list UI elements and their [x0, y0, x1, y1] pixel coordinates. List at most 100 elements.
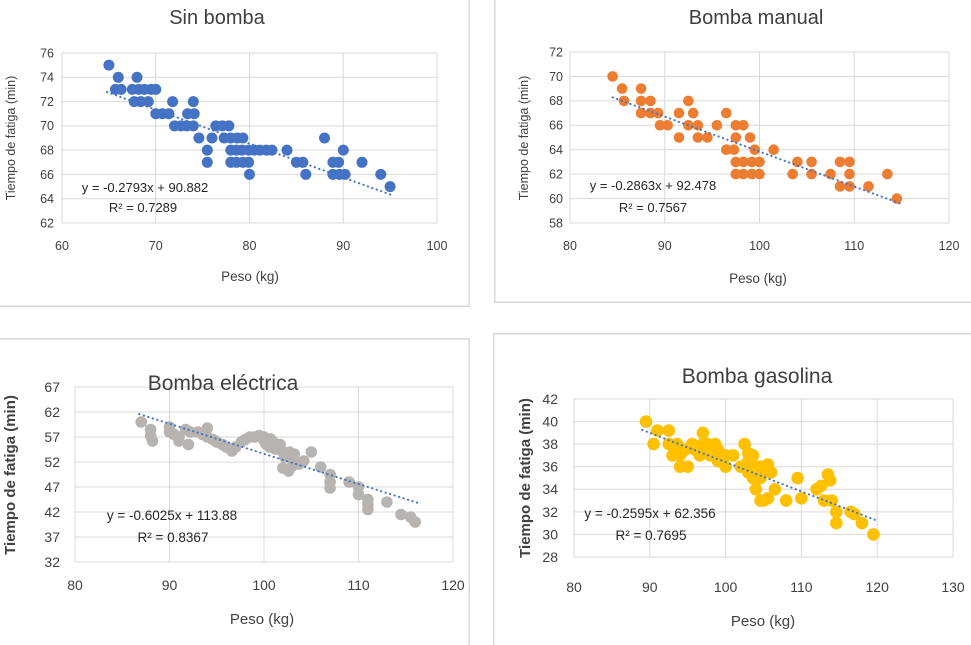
scatter-point	[300, 168, 312, 180]
scatter-point	[692, 132, 704, 143]
scatter-point	[779, 494, 793, 507]
y-axis-tick-label: 36	[542, 459, 558, 475]
scatter-point	[324, 482, 336, 494]
x-axis-tick-label: 120	[441, 577, 465, 593]
scatter-point	[746, 156, 758, 168]
x-axis-tick-label: 100	[714, 579, 738, 595]
chart-panel-bomba-electrica[interactable]: 80 90 100 110 120 32 37 42 47 52 57 62 67 Bomba eléct…	[0, 338, 470, 645]
y-axis-tick-label: 72	[40, 95, 54, 109]
y-axis-tick-label: 58	[549, 216, 563, 230]
y-axis-tick-label: 42	[44, 504, 60, 520]
x-axis-title: Peso (kg)	[729, 271, 787, 286]
y-axis-title: Tiempo de fatiga (min)	[517, 76, 531, 201]
scatter-point	[730, 132, 742, 143]
scatter-point	[193, 132, 205, 144]
scatter-point	[806, 156, 817, 168]
y-axis-tick-label: 72	[549, 45, 563, 59]
scatter-point	[692, 120, 704, 131]
chart-panel-bomba-manual[interactable]: 80 90 100 110 120 58 60 62 64 66 68 70 72 Bomba manua…	[494, 0, 971, 303]
y-axis-tick-label: 37	[44, 529, 60, 545]
trendline	[138, 413, 421, 505]
scatter-point	[115, 83, 127, 95]
chart-panel-sin-bomba[interactable]: 60 70 80 90 100 62 64 66 68 70 72 74 76 Sin bomba Tiem…	[0, 0, 470, 307]
scatter-point	[687, 107, 699, 119]
scatter-chart-bomba-electrica: 80 90 100 110 120 32 37 42 47 52 57 62 67 Bomba eléct…	[0, 338, 470, 645]
scatter-point	[103, 59, 115, 71]
x-axis-tick-label: 100	[749, 239, 770, 253]
scatter-point	[834, 181, 846, 192]
scatter-point	[173, 435, 185, 447]
scatter-point	[237, 132, 249, 144]
y-axis-tick-label: 66	[40, 168, 54, 182]
scatter-point	[201, 422, 214, 434]
y-axis-tick-label: 74	[40, 71, 54, 85]
scatter-point	[618, 95, 630, 107]
scatter-point	[795, 492, 808, 505]
trendline-equation: y = -0.2863x + 92.478	[590, 178, 716, 193]
y-axis-tick-label: 38	[542, 436, 558, 452]
trendline	[106, 91, 393, 197]
y-axis-tick-label: 64	[40, 192, 54, 206]
scatter-point	[711, 120, 723, 131]
chart-title: Bomba manual	[689, 7, 824, 29]
scatter-point	[844, 168, 855, 180]
y-axis-tick-label: 52	[44, 454, 60, 470]
trendline-equation: y = -0.2793x + 90.882	[82, 180, 208, 195]
scatter-point	[749, 483, 763, 496]
scatter-point	[635, 95, 647, 107]
scatter-point	[882, 168, 893, 180]
scatter-point	[746, 168, 758, 180]
y-axis-tick-label: 60	[549, 192, 563, 206]
scatter-point	[319, 132, 330, 144]
scatter-point	[702, 132, 713, 143]
scatter-point	[381, 496, 393, 508]
scatter-point	[635, 83, 647, 94]
scatter-point	[395, 508, 407, 521]
x-axis-tick-label: 120	[866, 579, 890, 595]
scatter-point	[384, 181, 396, 193]
trendline-equation: y = -0.2595x + 62.356	[584, 506, 715, 521]
chart-panel-bomba-gasolina[interactable]: 80 90 100 110 120 130 28 30 32 34 36 38 40 42 Bomba ga…	[493, 333, 971, 645]
scatter-point	[281, 144, 293, 156]
y-axis-tick-label: 62	[40, 216, 54, 230]
scatter-point	[844, 156, 855, 168]
scatter-point	[297, 156, 309, 168]
r-squared-label: R² = 0.7695	[616, 528, 687, 543]
x-axis-title: Peso (kg)	[230, 611, 294, 628]
scatter-point	[721, 107, 732, 119]
scatter-point	[754, 168, 765, 180]
trendline	[641, 428, 877, 522]
scatter-point	[243, 156, 255, 168]
scatter-point	[867, 528, 880, 541]
chart-title: Bomba eléctrica	[148, 372, 299, 395]
y-axis-tick-label: 34	[542, 481, 558, 497]
y-axis-title: Tiempo de fatiga (min)	[4, 76, 18, 201]
y-axis-tick-label: 30	[542, 526, 558, 542]
x-axis-tick-label: 90	[336, 239, 350, 253]
x-axis-tick-label: 110	[790, 579, 813, 595]
scatter-point	[607, 71, 618, 82]
scatter-point	[673, 107, 685, 119]
r-squared-label: R² = 0.8367	[138, 530, 209, 545]
scatter-point	[266, 144, 278, 156]
x-axis-tick-label: 60	[55, 239, 69, 253]
y-axis-title: Tiempo de fatiga (min)	[2, 395, 19, 555]
scatter-point	[746, 449, 760, 462]
y-axis-tick-label: 42	[542, 391, 558, 407]
y-axis-tick-label: 76	[40, 46, 54, 60]
scatter-point	[834, 156, 846, 168]
scatter-point	[721, 144, 732, 155]
scatter-point	[825, 168, 836, 180]
x-axis-tick-label: 80	[243, 239, 257, 253]
chart-title: Bomba gasolina	[682, 365, 833, 388]
trendline	[611, 96, 901, 205]
scatter-point	[305, 446, 318, 458]
scatter-point	[823, 474, 837, 487]
x-axis-tick-label: 130	[941, 579, 965, 595]
scatter-point	[206, 132, 218, 144]
scatter-point	[738, 156, 749, 168]
scatter-point	[764, 466, 778, 479]
scatter-point	[362, 503, 374, 516]
scatter-point	[683, 95, 694, 107]
scatter-chart-bomba-gasolina: 80 90 100 110 120 130 28 30 32 34 36 38 40 42 Bomba ga…	[493, 333, 971, 645]
